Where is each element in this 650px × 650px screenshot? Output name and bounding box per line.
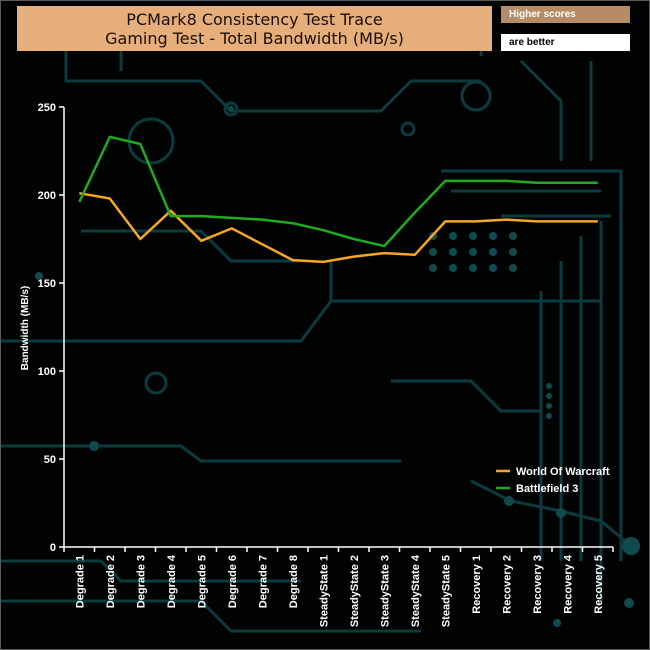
circuit-background: [1, 16, 632, 633]
title-line-1: PCMark8 Consistency Test Trace: [126, 10, 383, 29]
circuit-dots: [35, 106, 640, 627]
x-tick-label: Recovery 5: [593, 555, 605, 614]
y-tick-label: 150: [38, 278, 56, 290]
legend-label: Battlefield 3: [516, 483, 578, 495]
y-tick-label: 100: [38, 366, 56, 378]
y-tick-label: 50: [44, 454, 56, 466]
axes: 0 50 100 150 200 250 Degrade 1 Degrade 2 Degrade…: [38, 102, 614, 627]
x-tick-label: Recovery 4: [562, 554, 574, 614]
y-axis-label: Bandwidth (MB/s): [20, 286, 31, 370]
plot-area: [78, 135, 598, 264]
x-tick-label: SteadyState 2: [349, 555, 361, 627]
x-tick-label: SteadyState 5: [440, 555, 452, 627]
x-tick-label: SteadyState 3: [379, 555, 391, 627]
y-tick-label: 200: [38, 190, 56, 202]
x-tick-label: Degrade 7: [257, 555, 269, 608]
y-tick-label: 0: [50, 542, 56, 554]
x-tick-label: SteadyState 4: [410, 554, 422, 627]
x-tick-label: Recovery 1: [471, 555, 483, 614]
x-tick-label: Degrade 2: [105, 555, 117, 608]
title-line-2: Gaming Test - Total Bandwidth (MB/s): [105, 29, 404, 48]
x-tick-label: Degrade 4: [166, 554, 178, 608]
x-tick-label: Degrade 1: [74, 555, 86, 608]
x-tick-label: Recovery 3: [532, 555, 544, 614]
x-tick-label: Degrade 6: [227, 555, 239, 608]
higher-scores-badge: Higher scores: [501, 6, 630, 23]
x-tick-label: Degrade 5: [196, 555, 208, 608]
x-tick-label: Degrade 3: [135, 555, 147, 608]
are-better-badge: are better: [501, 34, 630, 51]
x-tick-label: Degrade 8: [288, 555, 300, 608]
y-tick-label: 250: [38, 102, 56, 114]
x-tick-label: Recovery 2: [501, 555, 513, 614]
x-tick-label: SteadyState 1: [318, 555, 330, 627]
series-line: [79, 191, 598, 264]
legend-label: World Of Warcraft: [516, 466, 610, 478]
legend: World Of Warcraft Battlefield 3: [496, 466, 610, 495]
series-line: [78, 135, 598, 248]
chart-title: PCMark8 Consistency Test Trace Gaming Te…: [17, 6, 492, 51]
